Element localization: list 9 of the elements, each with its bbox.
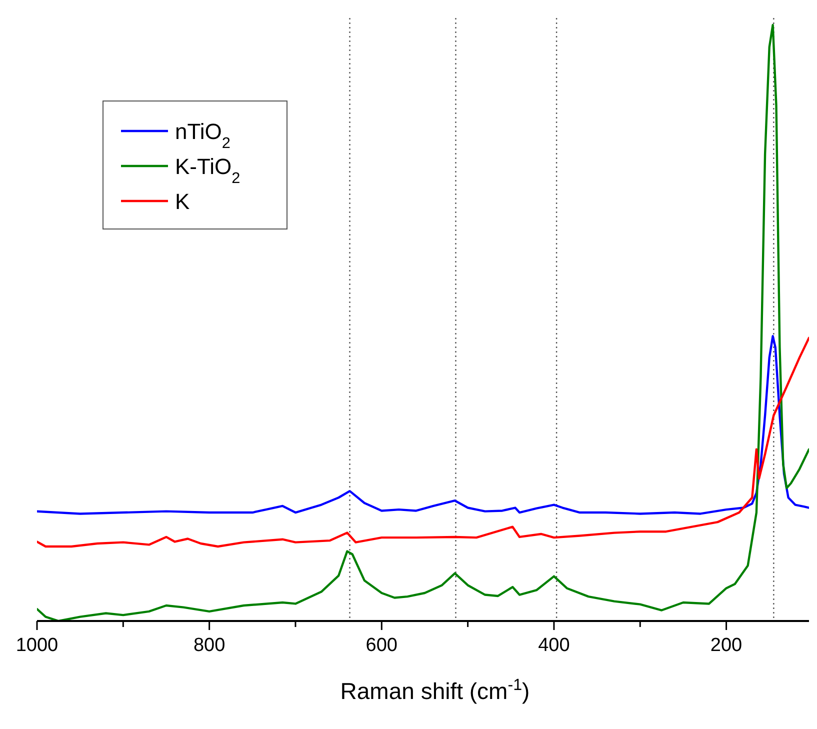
legend-label: nTiO$_{2}$ xyxy=(175,119,230,152)
x-tick-label: 800 xyxy=(193,635,226,656)
legend-label: K-TiO$_{2}$ xyxy=(175,154,240,186)
x-tick-label: 200 xyxy=(710,635,742,656)
legend-label: K xyxy=(175,189,190,214)
x-tick-label: 600 xyxy=(366,635,398,656)
x-tick-label: 1000 xyxy=(16,635,58,656)
x-axis-title: Raman shift (cm$^{-1}$) xyxy=(340,676,530,704)
x-tick-label: 400 xyxy=(538,635,570,656)
